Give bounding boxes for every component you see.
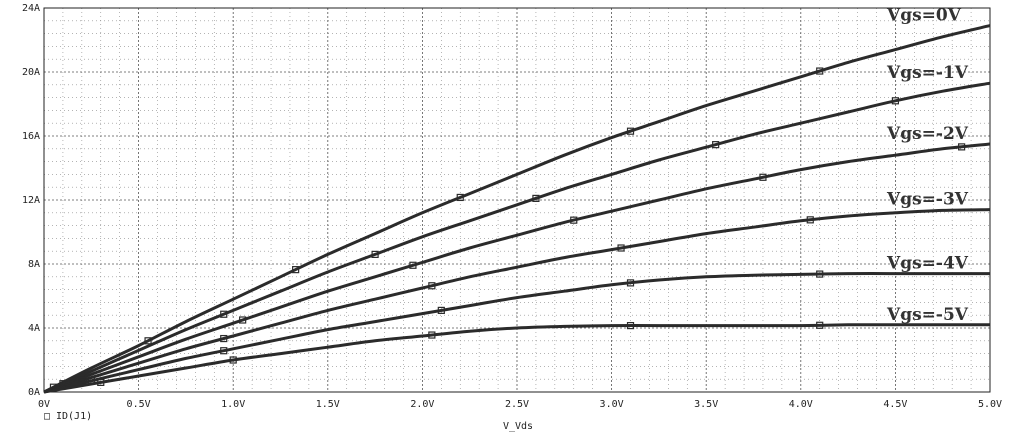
- series-marker: [97, 378, 105, 386]
- y-tick-label: 4A: [28, 323, 40, 334]
- y-tick-label: 20A: [22, 67, 40, 78]
- series-marker: [220, 310, 228, 318]
- x-tick-label: 0.5V: [127, 399, 151, 410]
- series-marker: [532, 194, 540, 202]
- x-tick-label: 2.0V: [410, 399, 434, 410]
- series-marker: [816, 270, 824, 278]
- series-marker: [229, 356, 237, 364]
- series-annotation: Vgs=-5V: [886, 305, 969, 325]
- series-marker: [626, 322, 635, 330]
- series-marker: [626, 127, 635, 135]
- x-tick-label: 2.5V: [505, 399, 529, 410]
- series-marker: [806, 216, 814, 224]
- series-group: [43, 24, 991, 394]
- series-marker: [617, 244, 625, 252]
- series-line: [43, 142, 991, 394]
- y-tick-label: 24A: [22, 3, 40, 14]
- series-marker: [891, 97, 900, 105]
- x-tick-label: 4.0V: [789, 399, 813, 410]
- series-marker: [220, 334, 228, 343]
- series-annotation: Vgs=-1V: [886, 63, 969, 83]
- series-marker: [428, 331, 436, 339]
- y-tick-label: 12A: [22, 195, 40, 206]
- series-line: [43, 81, 991, 394]
- y-tick-label: 16A: [22, 131, 40, 142]
- series-marker: [409, 261, 417, 269]
- legend-label: ID(J1): [56, 411, 92, 422]
- series-marker: [220, 347, 228, 355]
- series-marker: [626, 279, 635, 287]
- series-annotations: Vgs=0V Vgs=-1V Vgs=-2V Vgs=-3V Vgs=-4V Vgs=-5…: [886, 6, 969, 325]
- series-marker: [437, 306, 445, 314]
- x-tick-label: 1.5V: [316, 399, 340, 410]
- x-tick-label: 4.5V: [883, 399, 907, 410]
- series-marker: [371, 250, 379, 258]
- legend-marker: □: [44, 411, 50, 422]
- tick-labels: 0V 0.5V 1.0V 1.5V 2.0V 2.5V 3.0V 3.5V 4.0V 4.5V 5.…: [22, 3, 1002, 410]
- y-tick-label: 0A: [28, 387, 40, 398]
- series-annotation: Vgs=-3V: [886, 190, 969, 210]
- series-marker: [958, 143, 966, 151]
- x-tick-label: 0V: [38, 399, 50, 410]
- series-marker: [816, 321, 824, 329]
- series-marker: [239, 316, 247, 324]
- y-tick-label: 8A: [28, 259, 40, 270]
- series-marker: [456, 193, 464, 202]
- series-marker: [428, 282, 436, 290]
- x-tick-label: 3.5V: [694, 399, 718, 410]
- series-annotation: Vgs=-2V: [886, 124, 969, 144]
- x-axis-label: V_Vds: [503, 421, 533, 432]
- series-marker: [712, 141, 720, 149]
- x-tick-label: 5.0V: [978, 399, 1002, 410]
- series-annotation: Vgs=0V: [886, 6, 962, 26]
- series-marker: [292, 266, 300, 274]
- series-line: [43, 272, 991, 394]
- series-marker: [570, 216, 578, 224]
- legend: □ ID(J1): [44, 411, 92, 422]
- series-line: [43, 24, 991, 394]
- series-marker: [144, 337, 152, 345]
- series-marker: [816, 67, 824, 75]
- series-line: [43, 208, 991, 394]
- plot-frame: [43, 7, 991, 393]
- series-annotation: Vgs=-4V: [886, 254, 969, 274]
- plot-border: [43, 7, 991, 393]
- x-tick-label: 3.0V: [600, 399, 624, 410]
- series-line: [43, 323, 990, 394]
- grid: [44, 8, 990, 392]
- x-tick-label: 1.0V: [221, 399, 245, 410]
- series-marker: [759, 173, 767, 181]
